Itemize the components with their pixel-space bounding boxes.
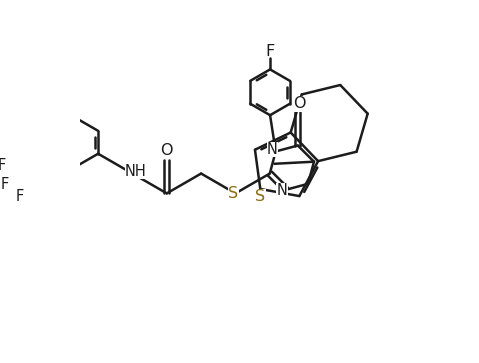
Text: F: F [0, 158, 6, 173]
Text: S: S [228, 186, 239, 201]
Text: F: F [16, 189, 24, 204]
Text: N: N [276, 183, 287, 198]
Text: NH: NH [125, 164, 147, 179]
Text: S: S [255, 189, 265, 204]
Text: O: O [294, 97, 306, 111]
Text: F: F [1, 177, 10, 192]
Text: F: F [265, 44, 274, 59]
Text: N: N [267, 142, 278, 157]
Text: O: O [160, 143, 173, 159]
